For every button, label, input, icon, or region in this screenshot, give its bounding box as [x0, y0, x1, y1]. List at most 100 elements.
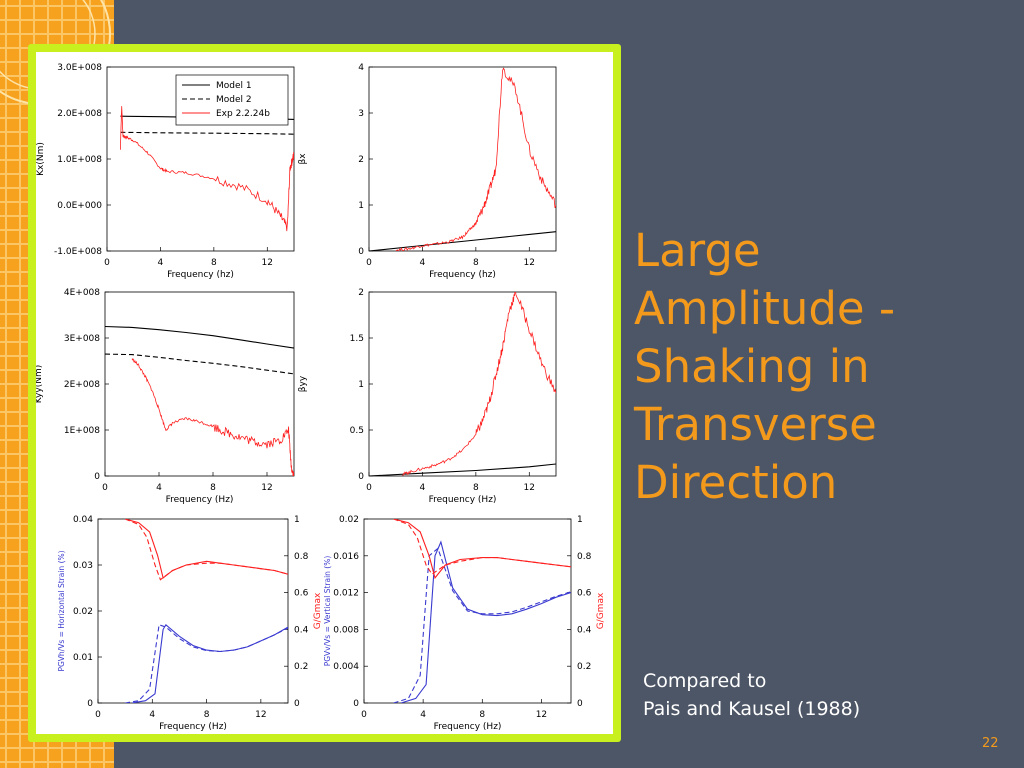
- x-tick-label: 4: [156, 483, 162, 493]
- x-tick-label: 4: [158, 258, 164, 268]
- y-tick-label: 0: [358, 472, 364, 482]
- y-axis-label: Kx(Nm): [36, 142, 46, 176]
- figure-panel: 0 4 8 12 -1.0E+008 0.0E+000 1.0E+008 2.0E+008 3.…: [36, 52, 613, 734]
- y-tick-label: 2: [358, 288, 364, 298]
- y-tick-label: 0.04: [73, 515, 93, 525]
- y-tick-label: 0.5: [350, 426, 364, 436]
- x-tick-label: 0: [366, 258, 372, 268]
- y-tick-label: 0.02: [73, 607, 93, 617]
- series-line-1: [131, 623, 288, 703]
- caption-line: Compared to: [643, 670, 767, 692]
- series-line-4: [124, 519, 288, 581]
- y-right-tick-label: 0.8: [294, 552, 309, 562]
- x-axis-label: Frequency (hz): [167, 270, 234, 280]
- y-right-tick-label: 0.4: [577, 625, 592, 635]
- legend-box: [175, 74, 289, 126]
- title-line: Amplitude -: [634, 282, 896, 335]
- x-axis-label: Frequency (Hz): [434, 722, 502, 732]
- x-tick-label: 12: [524, 483, 535, 493]
- x-tick-label: 8: [473, 258, 479, 268]
- x-tick-label: 12: [261, 483, 272, 493]
- y-tick-label: 0: [94, 472, 100, 482]
- y-tick-label: 0.0E+000: [57, 201, 102, 211]
- y-tick-label: 3.0E+008: [57, 63, 102, 73]
- series-line-1: [369, 463, 556, 476]
- y-tick-label: 0.01: [73, 653, 93, 663]
- x-tick-label: 8: [473, 483, 479, 493]
- y-right-tick-label: 0: [294, 699, 300, 709]
- title-line: Shaking in: [634, 340, 870, 393]
- y-tick-label: 1.0E+008: [57, 155, 102, 165]
- title-line: Transverse: [634, 398, 877, 451]
- y-tick-label: 4E+008: [64, 288, 100, 298]
- y-right-tick-label: 1: [577, 515, 583, 525]
- x-tick-label: 12: [536, 710, 547, 720]
- y-tick-label: 2.0E+008: [57, 109, 102, 119]
- y-tick-label: 1: [358, 201, 364, 211]
- series-line-3: [120, 106, 294, 232]
- x-tick-label: 12: [255, 710, 266, 720]
- y-axis-label: βx: [298, 153, 308, 165]
- y-right-axis-label: G/Gmax: [596, 592, 606, 629]
- y-right-tick-label: 0: [577, 699, 583, 709]
- chart-3: 0 4 8 12 0 1E+008 2E+008 3E+008 4E+008 Frequency …: [36, 288, 295, 505]
- plot-frame: [368, 291, 557, 477]
- series-line-2: [393, 547, 571, 703]
- series-line-4: [393, 519, 571, 575]
- series-line-2: [120, 131, 294, 135]
- y-tick-label: 3E+008: [64, 334, 100, 344]
- y-tick-label: 3: [358, 109, 364, 119]
- y-tick-label: 0: [87, 699, 93, 709]
- x-axis-label: Frequency (hz): [429, 270, 496, 280]
- y-tick-label: 0.004: [333, 662, 359, 672]
- caption-line: Pais and Kausel (1988): [643, 698, 861, 720]
- y-tick-label: 1: [358, 380, 364, 390]
- series-line-3: [124, 519, 288, 579]
- x-tick-label: 0: [102, 483, 108, 493]
- slide-number: 22: [982, 736, 999, 751]
- y-axis-label: PGVh/Vs = Horizontal Strain (%): [57, 550, 66, 671]
- y-tick-label: 2: [358, 155, 364, 165]
- y-tick-label: 0.008: [333, 625, 359, 635]
- series-line-3: [393, 519, 571, 580]
- series-line-2: [105, 353, 294, 375]
- series-line-2: [402, 292, 556, 476]
- x-tick-label: 8: [210, 483, 216, 493]
- y-tick-label: 0: [353, 699, 359, 709]
- x-tick-label: 8: [211, 258, 217, 268]
- y-right-tick-label: 1: [294, 515, 300, 525]
- y-axis-label: Kyy(Nm): [36, 365, 44, 403]
- x-axis-label: Frequency (Hz): [166, 495, 234, 505]
- y-axis-label: βyy: [298, 375, 308, 392]
- y-tick-label: 0.012: [333, 589, 359, 599]
- chart-5: 0 4 8 12 0 0.01 0.02 0.03 0.04 0 0.2 0.4 0.6 0.8 1 Freq…: [57, 515, 323, 732]
- chart-6: 0 4 8 12 0 0.004 0.008 0.012 0.016 0.02 0 0.2 0.4 0.6…: [323, 515, 606, 732]
- plot-frame: [368, 66, 557, 252]
- title-line: Large: [634, 224, 761, 277]
- x-axis-label: Frequency (Hz): [429, 495, 497, 505]
- plot-frame: [104, 291, 295, 477]
- legend-label: Model 1: [216, 81, 252, 91]
- y-right-tick-label: 0.4: [294, 625, 309, 635]
- title-line: Direction: [634, 456, 838, 509]
- y-tick-label: 1E+008: [64, 426, 100, 436]
- chart-1: 0 4 8 12 -1.0E+008 0.0E+000 1.0E+008 2.0E+008 3.…: [36, 63, 295, 280]
- y-tick-label: -1.0E+008: [54, 247, 102, 257]
- x-tick-label: 0: [95, 710, 101, 720]
- y-tick-label: 0: [358, 247, 364, 257]
- y-right-tick-label: 0.6: [294, 589, 309, 599]
- y-right-tick-label: 0.2: [294, 662, 308, 672]
- series-line-1: [105, 325, 294, 349]
- chart-4: 0 4 8 12 0 0.5 1 1.5 2 Frequency (Hz) βyy: [298, 288, 557, 505]
- series-line-1: [400, 540, 571, 703]
- y-tick-label: 0.02: [339, 515, 359, 525]
- y-axis-label: PGVv/Vs = Vertical Strain (%): [323, 556, 332, 667]
- y-tick-label: 4: [358, 63, 364, 73]
- y-right-tick-label: 0.2: [577, 662, 591, 672]
- legend-label: Model 2: [216, 95, 252, 105]
- slide-caption: Compared to Pais and Kausel (1988): [643, 667, 860, 723]
- x-tick-label: 0: [366, 483, 372, 493]
- y-right-tick-label: 0.8: [577, 552, 592, 562]
- y-tick-label: 2E+008: [64, 380, 100, 390]
- series-line-3: [131, 358, 294, 476]
